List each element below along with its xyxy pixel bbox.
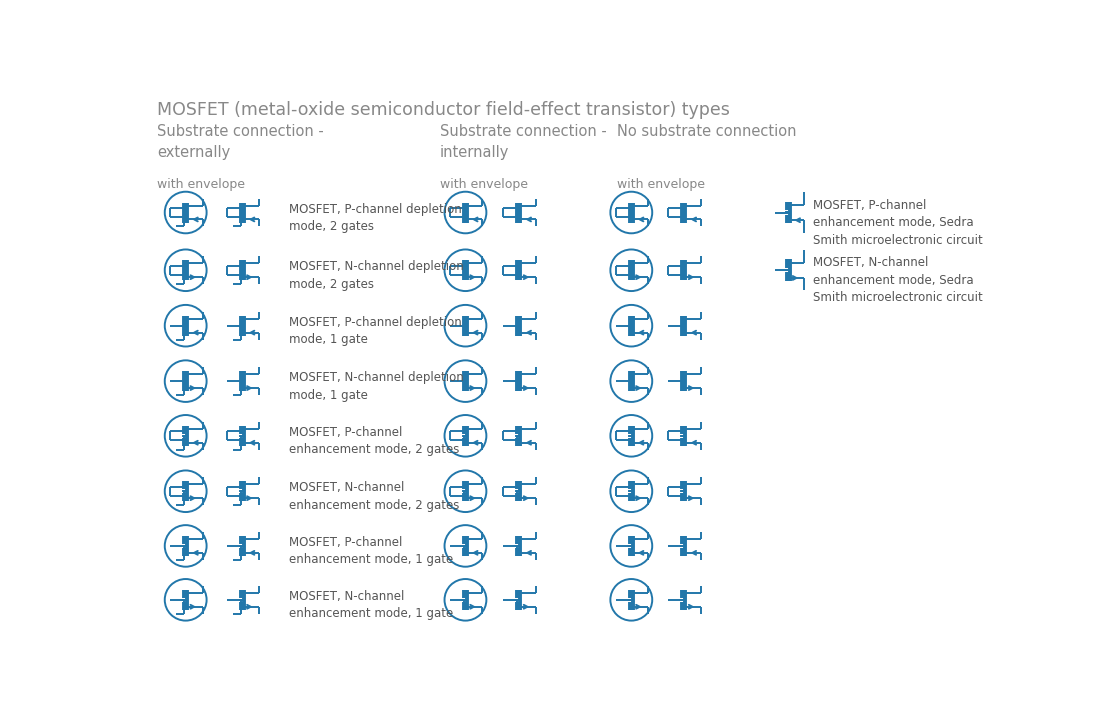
Text: with envelope: with envelope: [157, 178, 245, 191]
Text: MOSFET, N-channel
enhancement mode, Sedra
Smith microelectronic circuit: MOSFET, N-channel enhancement mode, Sedr…: [812, 257, 982, 304]
Text: with envelope: with envelope: [440, 178, 528, 191]
Text: MOSFET, N-channel
enhancement mode, 2 gates: MOSFET, N-channel enhancement mode, 2 ga…: [289, 481, 459, 512]
Text: MOSFET, P-channel
enhancement mode, 2 gates: MOSFET, P-channel enhancement mode, 2 ga…: [289, 426, 459, 456]
Text: MOSFET, P-channel depletion
mode, 1 gate: MOSFET, P-channel depletion mode, 1 gate: [289, 315, 461, 347]
Text: MOSFET, P-channel depletion
mode, 2 gates: MOSFET, P-channel depletion mode, 2 gate…: [289, 202, 461, 233]
Text: MOSFET, N-channel
enhancement mode, 1 gate: MOSFET, N-channel enhancement mode, 1 ga…: [289, 590, 453, 621]
Text: Substrate connection -
internally: Substrate connection - internally: [440, 124, 606, 160]
Text: MOSFET, P-channel
enhancement mode, 1 gate: MOSFET, P-channel enhancement mode, 1 ga…: [289, 536, 453, 566]
Text: MOSFET, P-channel
enhancement mode, Sedra
Smith microelectronic circuit: MOSFET, P-channel enhancement mode, Sedr…: [812, 199, 982, 246]
Text: MOSFET, N-channel depletion
mode, 1 gate: MOSFET, N-channel depletion mode, 1 gate: [289, 371, 463, 402]
Text: MOSFET, N-channel depletion
mode, 2 gates: MOSFET, N-channel depletion mode, 2 gate…: [289, 260, 463, 291]
Text: No substrate connection: No substrate connection: [618, 124, 797, 139]
Text: Substrate connection -
externally: Substrate connection - externally: [157, 124, 323, 160]
Text: MOSFET (metal-oxide semiconductor field-effect transistor) types: MOSFET (metal-oxide semiconductor field-…: [157, 101, 730, 119]
Text: with envelope: with envelope: [618, 178, 705, 191]
